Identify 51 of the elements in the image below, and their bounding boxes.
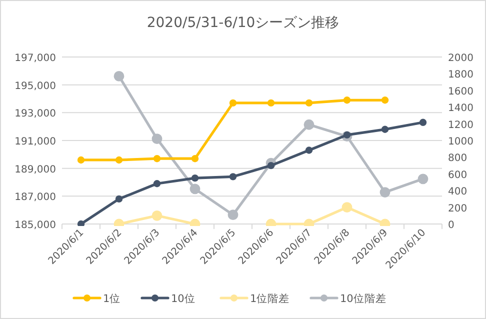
point: [267, 162, 275, 170]
y-tick-label: 191,000: [14, 136, 56, 148]
chart-title: 2020/5/31-6/10シーズン推移: [146, 15, 340, 31]
point: [153, 154, 161, 162]
point: [77, 156, 85, 164]
point: [229, 173, 237, 180]
point: [190, 184, 200, 194]
y2-tick-label: 1200: [448, 120, 474, 131]
legend-label: 1位階差: [250, 293, 290, 305]
y2-tick-label: 0: [448, 220, 454, 231]
point: [153, 180, 161, 188]
point: [115, 156, 123, 164]
y-tick-label: 197,000: [14, 53, 56, 64]
point: [305, 99, 313, 107]
point: [343, 131, 351, 139]
y2-tick-label: 600: [448, 170, 468, 181]
point: [152, 134, 162, 144]
point: [304, 119, 314, 130]
point: [380, 187, 390, 198]
point: [191, 174, 199, 182]
point: [343, 96, 351, 104]
point: [381, 126, 389, 133]
point: [115, 195, 123, 203]
y-tick-label: 195,000: [14, 80, 56, 92]
point: [228, 210, 238, 220]
point: [418, 174, 428, 184]
point: [191, 154, 199, 162]
y2-tick-label: 400: [448, 186, 468, 198]
point: [305, 146, 313, 154]
point: [342, 202, 352, 212]
point: [77, 220, 85, 226]
point: [419, 118, 427, 126]
point: [114, 71, 124, 82]
point: [229, 99, 237, 107]
legend-label: 10位階差: [340, 293, 386, 305]
y2-tick-label: 1000: [448, 136, 474, 148]
y2-tick-label: 1400: [448, 103, 474, 114]
y2-tick-label: 200: [448, 203, 468, 214]
legend-label: 1位: [103, 293, 121, 305]
y-tick-label: 187,000: [14, 192, 56, 204]
y-tick-label: 189,000: [14, 164, 56, 176]
y2-tick-label: 2000: [448, 53, 474, 64]
y2-tick-label: 800: [448, 153, 468, 164]
y2-tick-label: 1600: [448, 86, 474, 98]
y-tick-label: 193,000: [14, 108, 56, 120]
point: [152, 210, 162, 221]
point: [267, 99, 275, 107]
y2-tick-label: 1800: [448, 70, 474, 81]
point: [381, 96, 389, 104]
y-tick-label: 185,000: [14, 220, 56, 231]
legend-label: 10位: [171, 293, 196, 305]
